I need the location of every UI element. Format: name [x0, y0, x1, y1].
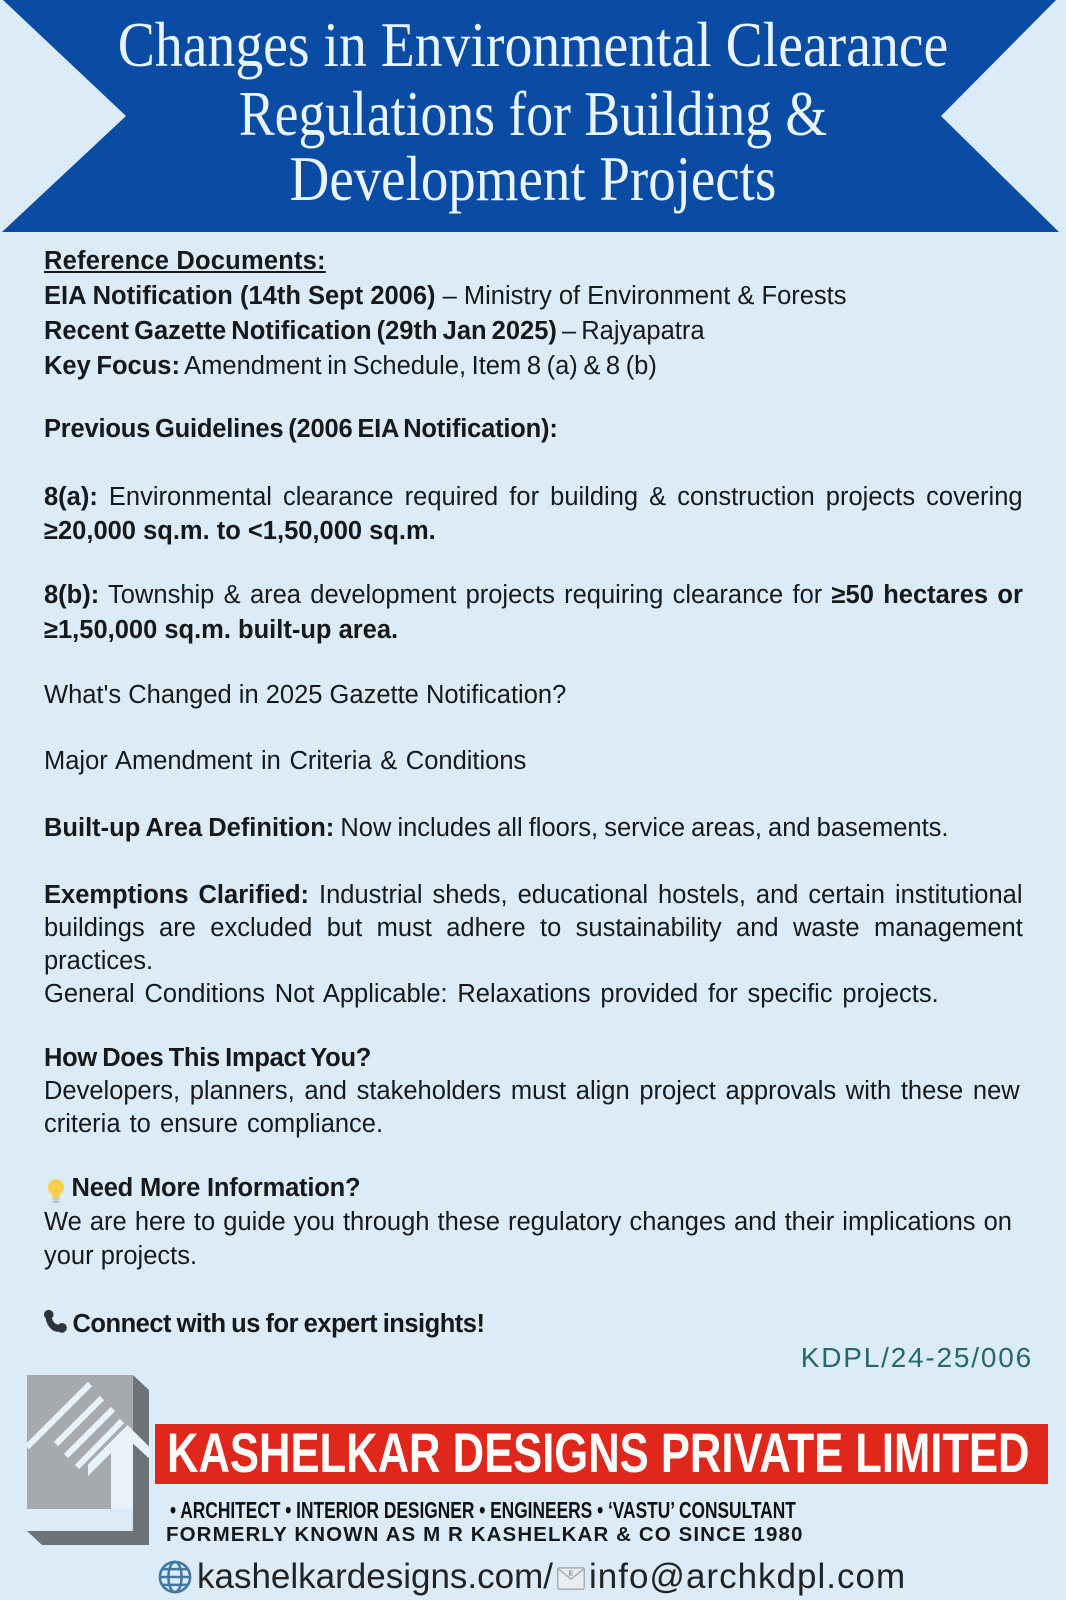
svg-text:E: E — [569, 1569, 574, 1578]
